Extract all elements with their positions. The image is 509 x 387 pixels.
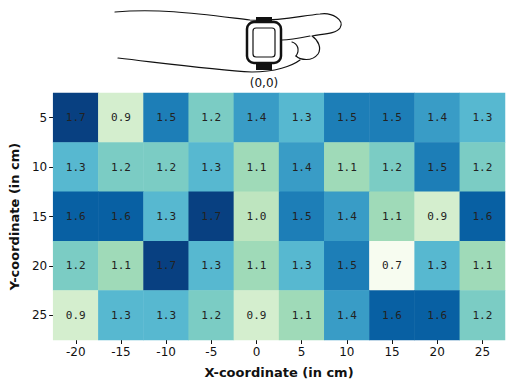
svg-text:1.7: 1.7 xyxy=(156,259,176,272)
svg-text:20: 20 xyxy=(430,345,445,359)
svg-text:1.3: 1.3 xyxy=(66,161,86,174)
svg-text:0.9: 0.9 xyxy=(111,111,131,124)
svg-text:5: 5 xyxy=(40,111,48,125)
svg-text:1.7: 1.7 xyxy=(66,111,86,124)
svg-text:1.5: 1.5 xyxy=(292,210,312,223)
svg-text:0.9: 0.9 xyxy=(427,210,447,223)
svg-text:1.4: 1.4 xyxy=(337,210,357,223)
svg-text:1.6: 1.6 xyxy=(382,309,402,322)
svg-text:1.3: 1.3 xyxy=(427,259,447,272)
svg-text:-15: -15 xyxy=(111,345,131,359)
svg-text:1.2: 1.2 xyxy=(382,161,402,174)
svg-text:10: 10 xyxy=(339,345,354,359)
svg-text:1.5: 1.5 xyxy=(337,111,357,124)
svg-text:1.3: 1.3 xyxy=(201,161,221,174)
svg-text:20: 20 xyxy=(32,259,47,273)
svg-text:1.2: 1.2 xyxy=(201,111,221,124)
svg-text:25: 25 xyxy=(32,308,47,322)
svg-text:1.1: 1.1 xyxy=(247,161,267,174)
svg-text:1.3: 1.3 xyxy=(292,111,312,124)
svg-text:1.4: 1.4 xyxy=(247,111,267,124)
svg-text:1.4: 1.4 xyxy=(292,161,312,174)
svg-text:(0,0): (0,0) xyxy=(250,76,278,90)
svg-text:1.3: 1.3 xyxy=(472,111,492,124)
svg-text:1.6: 1.6 xyxy=(427,309,447,322)
svg-text:1.3: 1.3 xyxy=(201,259,221,272)
svg-text:X-coordinate (in cm): X-coordinate (in cm) xyxy=(205,365,354,380)
svg-text:1.5: 1.5 xyxy=(382,111,402,124)
svg-text:1.3: 1.3 xyxy=(156,309,176,322)
svg-text:0.9: 0.9 xyxy=(247,309,267,322)
svg-text:5: 5 xyxy=(298,345,306,359)
svg-text:1.1: 1.1 xyxy=(292,309,312,322)
svg-text:Y-coordinate (in cm): Y-coordinate (in cm) xyxy=(7,143,22,292)
svg-text:1.5: 1.5 xyxy=(337,259,357,272)
svg-text:-20: -20 xyxy=(66,345,86,359)
svg-text:1.3: 1.3 xyxy=(111,309,131,322)
svg-text:1.6: 1.6 xyxy=(111,210,131,223)
svg-text:1.4: 1.4 xyxy=(337,309,357,322)
svg-text:25: 25 xyxy=(475,345,490,359)
svg-text:1.6: 1.6 xyxy=(66,210,86,223)
svg-text:1.2: 1.2 xyxy=(472,309,492,322)
svg-text:1.1: 1.1 xyxy=(472,259,492,272)
svg-text:1.1: 1.1 xyxy=(337,161,357,174)
svg-text:1.2: 1.2 xyxy=(156,161,176,174)
svg-text:15: 15 xyxy=(384,345,399,359)
svg-text:1.1: 1.1 xyxy=(247,259,267,272)
svg-text:10: 10 xyxy=(32,160,47,174)
svg-text:1.2: 1.2 xyxy=(66,259,86,272)
svg-text:1.1: 1.1 xyxy=(382,210,402,223)
svg-text:1.2: 1.2 xyxy=(111,161,131,174)
svg-text:1.5: 1.5 xyxy=(156,111,176,124)
svg-text:0.7: 0.7 xyxy=(382,259,402,272)
svg-text:1.0: 1.0 xyxy=(247,210,267,223)
svg-text:1.1: 1.1 xyxy=(111,259,131,272)
svg-text:1.2: 1.2 xyxy=(201,309,221,322)
svg-text:15: 15 xyxy=(32,210,47,224)
svg-text:0.9: 0.9 xyxy=(66,309,86,322)
svg-text:1.6: 1.6 xyxy=(472,210,492,223)
svg-text:1.4: 1.4 xyxy=(427,111,447,124)
svg-text:0: 0 xyxy=(253,345,261,359)
svg-text:1.7: 1.7 xyxy=(201,210,221,223)
svg-text:1.5: 1.5 xyxy=(427,161,447,174)
svg-text:-5: -5 xyxy=(205,345,217,359)
svg-text:1.2: 1.2 xyxy=(472,161,492,174)
svg-text:1.3: 1.3 xyxy=(292,259,312,272)
svg-text:1.3: 1.3 xyxy=(156,210,176,223)
svg-text:-10: -10 xyxy=(156,345,176,359)
